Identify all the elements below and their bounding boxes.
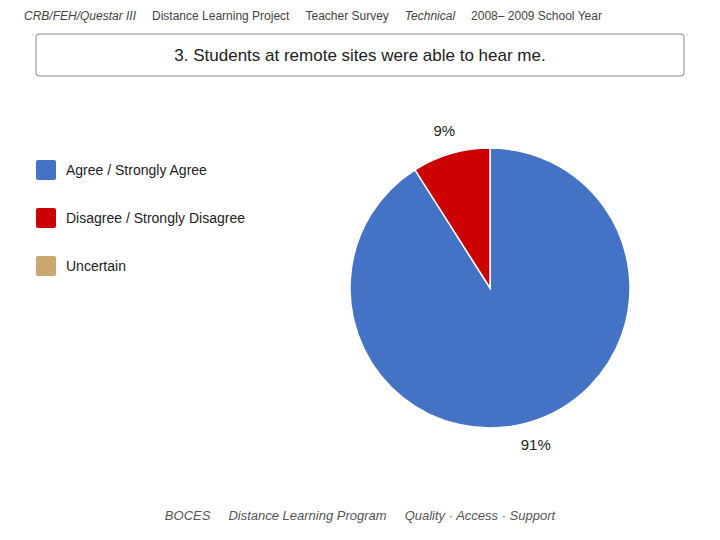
pie-slice: [350, 148, 630, 428]
legend-label: Agree / Strongly Agree: [66, 162, 207, 178]
header-text: Teacher Survey: [305, 9, 388, 23]
chart: CRB/FEH/Questar III Distance Learning Pro…: [0, 0, 720, 540]
footer-text: BOCES: [165, 508, 211, 523]
header-text: 2008– 2009 School Year: [471, 9, 602, 23]
legend-swatch: [36, 256, 56, 276]
title: 3. Students at remote sites were able to…: [174, 46, 545, 65]
legend-swatch: [36, 160, 56, 180]
data-labels: 91% 9%: [433, 122, 550, 454]
data-label: 91%: [521, 436, 551, 453]
legend-swatch: [36, 208, 56, 228]
legend: Agree / Strongly Agree Disagree / Strongl…: [36, 160, 245, 276]
header-text: Technical: [405, 9, 456, 23]
footer-text: Quality · Access · Support: [405, 508, 557, 523]
legend-label: Disagree / Strongly Disagree: [66, 210, 245, 226]
legend-label: Uncertain: [66, 258, 126, 274]
pie-slice: [415, 148, 490, 288]
pie-slice: [489, 148, 490, 288]
footer: BOCES Distance Learning Program Quality · …: [165, 508, 557, 523]
data-label: 9%: [433, 122, 455, 139]
footer-text: Distance Learning Program: [228, 508, 386, 523]
pie: [350, 148, 630, 428]
title-box: [36, 34, 684, 76]
header-text: CRB/FEH/Questar III: [24, 9, 137, 23]
header-text: Distance Learning Project: [152, 9, 290, 23]
